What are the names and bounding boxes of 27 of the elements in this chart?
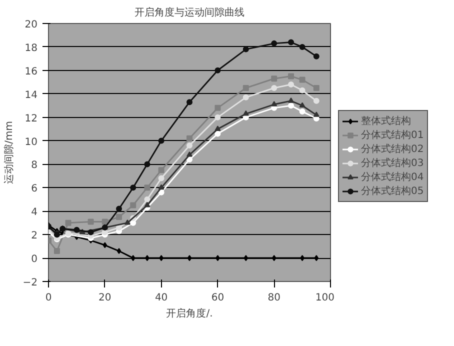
y-tick-label: 6 [31, 184, 38, 195]
x-tick-label: 80 [268, 292, 280, 304]
chart-title: 开启角度与运动间隙曲线 [134, 6, 244, 18]
y-tick-label: 4 [31, 207, 38, 218]
legend-label: 分体式结构04 [361, 170, 424, 184]
legend-label: 分体式结构03 [361, 156, 424, 170]
y-tick-label: 8 [31, 160, 38, 172]
x-tick-label: 0 [45, 292, 52, 304]
y-tick-label: 12 [24, 113, 38, 124]
y-axis-title: 运动间隙/mm [2, 121, 15, 184]
x-tick-label: 20 [98, 292, 112, 304]
y-tick-label: −2 [22, 278, 38, 288]
y-tick-label: 20 [24, 20, 38, 30]
legend-label: 分体式结构05 [361, 184, 424, 198]
y-tick-label: 2 [31, 230, 38, 242]
x-axis-title: 开启角度/. [166, 308, 213, 320]
y-tick-label: 14 [24, 90, 38, 101]
legend-label: 分体式结构01 [361, 128, 424, 142]
legend-label: 整体式结构 [361, 114, 411, 128]
y-tick-label: 0 [31, 254, 38, 266]
y-tick-label: 18 [24, 42, 38, 54]
x-tick-label: 40 [154, 292, 168, 304]
x-tick-label: 100 [315, 292, 335, 304]
y-tick-label: 10 [24, 136, 38, 148]
legend-label: 分体式结构02 [361, 142, 424, 156]
x-tick-label: 60 [211, 292, 224, 304]
y-tick-label: 16 [24, 66, 38, 78]
